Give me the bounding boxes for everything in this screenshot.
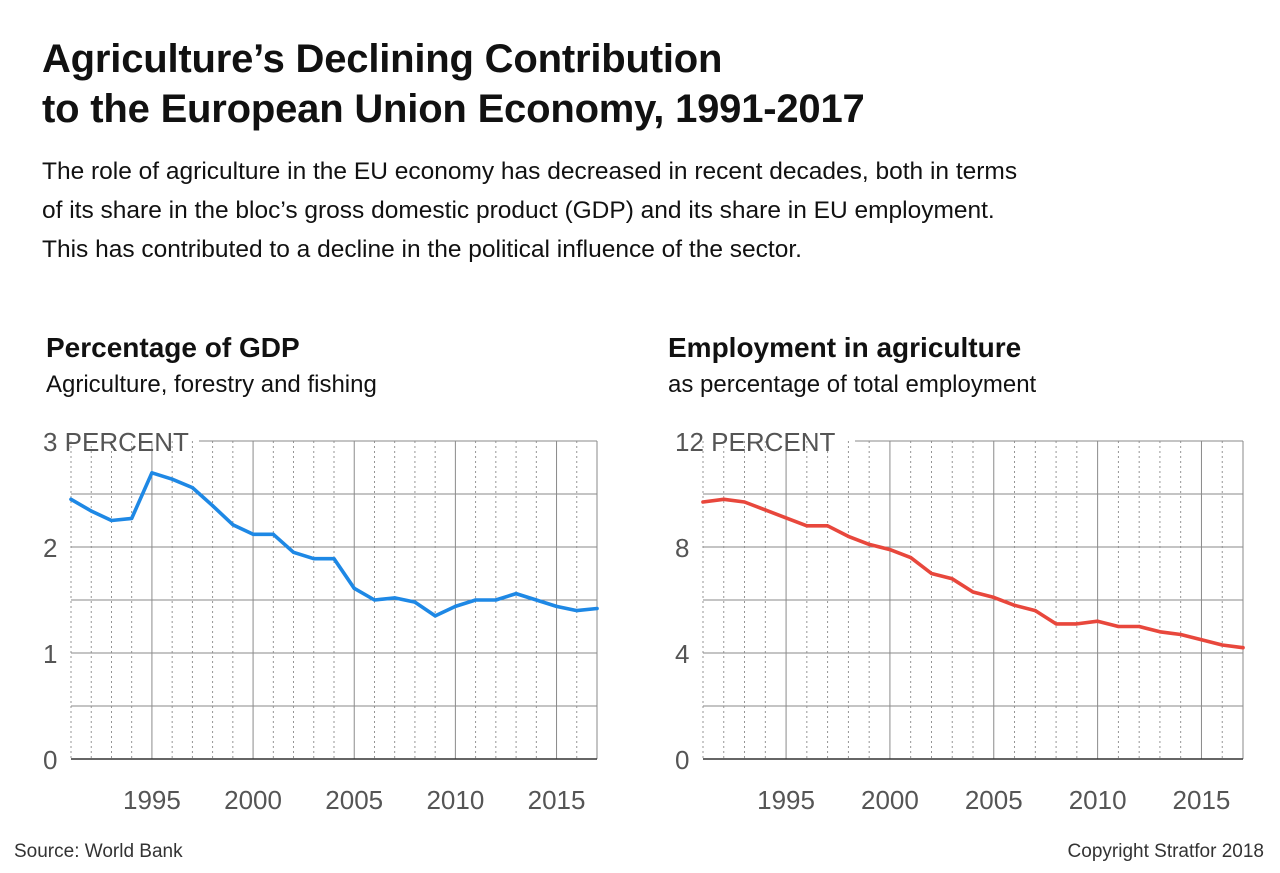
gdp-x-tick-label: 1995 [123,785,181,815]
gdp-data-point-2008 [413,600,417,604]
employment-x-tick-label: 2010 [1069,785,1127,815]
subtitle-line-2: of its share in the bloc’s gross domesti… [42,197,995,224]
gdp-chart-title: Percentage of GDP [46,332,300,363]
employment-data-point-2013 [1158,630,1162,634]
employment-data-point-1995 [784,516,788,520]
employment-data-point-2012 [1137,624,1141,629]
employment-chart: 0 4 8 12 PERCENT 1995 2000 2005 2010 2015 [675,427,1245,815]
employment-x-tick-label: 2005 [965,785,1023,815]
page-title: Agriculture’s Declining Contribution to … [42,34,1242,134]
gdp-data-point-2001 [271,532,275,536]
employment-chart-title: Employment in agriculture [668,332,1022,363]
gdp-data-point-2015 [554,604,559,608]
title-line-2: to the European Union Economy, 1991-2017 [42,87,865,131]
employment-data-point-1994 [763,508,767,512]
gdp-data-point-1994 [130,516,134,520]
employment-data-point-2011 [1116,624,1120,629]
employment-data-point-1992 [722,497,726,501]
gdp-data-point-2013 [514,592,518,596]
employment-data-point-2010 [1096,619,1100,623]
employment-data-point-2008 [1054,622,1058,626]
employment-data-point-2004 [971,590,975,594]
gdp-data-point-2016 [575,609,579,613]
gdp-data-point-1991 [69,497,73,501]
employment-y-tick-label: 12 PERCENT [675,427,835,457]
employment-data-point-2000 [888,548,892,552]
employment-data-point-1997 [826,524,830,528]
page-subtitle: The role of agriculture in the EU econom… [42,152,1242,269]
employment-y-tick-label: 0 [675,745,689,775]
employment-data-point-2005 [992,595,996,599]
gdp-data-point-1997 [190,486,194,490]
employment-data-point-2002 [929,571,934,576]
gdp-x-tick-label: 2005 [325,785,383,815]
gdp-y-tick-label: 0 [43,745,57,775]
gdp-data-point-1999 [231,523,235,527]
employment-x-tick-label: 1995 [757,785,815,815]
employment-y-tick-label: 4 [675,639,689,669]
employment-data-point-1999 [867,542,871,546]
employment-data-point-2016 [1220,643,1224,647]
gdp-data-point-2000 [251,532,255,536]
gdp-x-tick-label: 2015 [528,785,586,815]
employment-data-point-1993 [742,500,747,504]
employment-data-point-1996 [805,524,809,528]
subtitle-line-3: This has contributed to a decline in the… [42,236,802,263]
gdp-x-tick-label: 2010 [426,785,484,815]
source-note: Source: World Bank [14,841,183,862]
copyright-note: Copyright Stratfor 2018 [1067,841,1264,862]
employment-x-tick-label: 2000 [861,785,919,815]
gdp-data-point-1993 [109,518,114,523]
gdp-data-point-2006 [372,598,377,602]
gdp-data-point-2004 [332,557,336,561]
gdp-y-tick-label: 2 [43,533,57,563]
gdp-data-point-2005 [352,586,356,590]
subtitle-line-1: The role of agriculture in the EU econom… [42,158,1018,185]
gdp-data-point-2009 [433,614,437,618]
employment-data-point-2014 [1179,632,1183,637]
gdp-data-point-1992 [89,509,93,513]
gdp-data-point-1995 [150,471,154,475]
gdp-chart: 0 1 2 3 PERCENT 1995 2000 2005 2010 2015 [43,427,599,815]
employment-data-point-2015 [1199,638,1204,642]
gdp-data-point-1996 [170,477,174,481]
gdp-data-point-2003 [312,557,316,561]
employment-data-point-1991 [701,500,705,504]
employment-data-point-2003 [950,577,954,581]
gdp-y-tick-label: 3 PERCENT [43,427,189,457]
employment-data-point-2006 [1012,603,1017,607]
gdp-data-point-2007 [393,596,397,600]
employment-x-tick-label: 2015 [1173,785,1231,815]
employment-data-point-2009 [1075,622,1079,626]
gdp-data-point-2010 [453,604,457,608]
employment-data-point-2007 [1033,609,1037,613]
gdp-data-point-2011 [474,598,478,602]
employment-data-point-2017 [1241,646,1245,650]
employment-y-tick-label: 8 [675,533,689,563]
gdp-data-point-2002 [291,550,296,554]
gdp-x-tick-label: 2000 [224,785,282,815]
gdp-data-point-2014 [534,598,538,602]
title-line-1: Agriculture’s Declining Contribution [42,37,723,81]
employment-data-point-1998 [846,534,850,539]
gdp-data-point-1998 [211,504,215,508]
employment-data-point-2001 [909,556,913,560]
employment-chart-subtitle: as percentage of total employment [668,371,1037,398]
gdp-data-point-2017 [595,606,599,611]
gdp-data-point-2012 [494,598,498,602]
gdp-y-tick-label: 1 [43,639,57,669]
gdp-chart-subtitle: Agriculture, forestry and fishing [46,371,377,398]
